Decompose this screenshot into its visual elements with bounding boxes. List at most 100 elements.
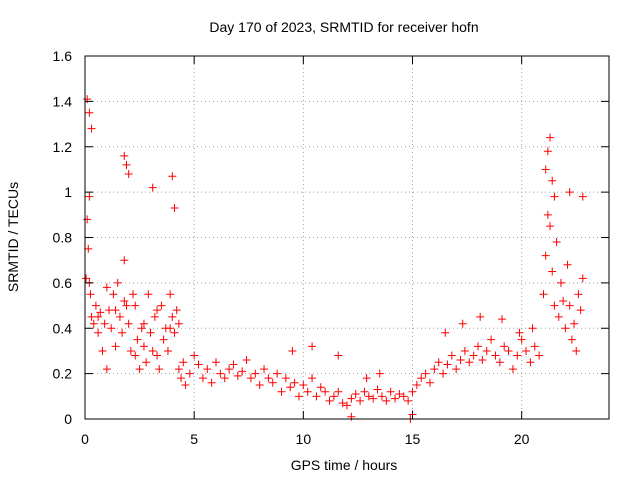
- data-point: [458, 319, 467, 328]
- data-point: [85, 108, 94, 117]
- data-point: [325, 396, 334, 405]
- data-point: [238, 367, 247, 376]
- data-point: [500, 342, 509, 351]
- data-point: [556, 278, 565, 287]
- data-point: [168, 312, 177, 321]
- data-point: [517, 335, 526, 344]
- data-point: [491, 351, 500, 360]
- data-point: [508, 365, 517, 374]
- data-point: [286, 383, 295, 392]
- data-point: [351, 390, 360, 399]
- data-point: [548, 176, 557, 185]
- x-tick-label: 15: [405, 431, 421, 447]
- data-point: [91, 301, 100, 310]
- data-point: [233, 371, 242, 380]
- data-point: [85, 192, 94, 201]
- data-point: [179, 358, 188, 367]
- data-point: [299, 380, 308, 389]
- data-point: [513, 351, 522, 360]
- data-point: [576, 306, 585, 315]
- data-point: [460, 346, 469, 355]
- data-point: [495, 358, 504, 367]
- data-point: [131, 301, 140, 310]
- data-point: [84, 244, 93, 253]
- data-point: [139, 319, 148, 328]
- data-point: [570, 319, 579, 328]
- x-tick-label: 20: [514, 431, 530, 447]
- data-point: [111, 342, 120, 351]
- data-point: [565, 188, 574, 197]
- data-point: [338, 399, 347, 408]
- data-point: [476, 312, 485, 321]
- data-point: [421, 369, 430, 378]
- data-point: [543, 147, 552, 156]
- data-point: [122, 301, 131, 310]
- data-point: [550, 192, 559, 201]
- data-point: [281, 374, 290, 383]
- data-point: [120, 256, 129, 265]
- data-point: [131, 351, 140, 360]
- data-point: [546, 222, 555, 231]
- data-point: [251, 369, 260, 378]
- data-point: [268, 378, 277, 387]
- data-point: [137, 324, 146, 333]
- y-tick-label: 1.4: [53, 93, 73, 109]
- data-point: [356, 396, 365, 405]
- data-point: [198, 374, 207, 383]
- data-point: [535, 351, 544, 360]
- data-point: [408, 387, 417, 396]
- data-point: [465, 358, 474, 367]
- data-point: [159, 335, 168, 344]
- data-point: [360, 387, 369, 396]
- data-point: [316, 383, 325, 392]
- data-point: [362, 374, 371, 383]
- data-point: [246, 374, 255, 383]
- x-tick-label: 5: [190, 431, 198, 447]
- data-point: [567, 335, 576, 344]
- data-point: [194, 360, 203, 369]
- y-tick-label: 0: [64, 411, 72, 427]
- data-point: [334, 351, 343, 360]
- data-point: [369, 394, 378, 403]
- data-point: [174, 319, 183, 328]
- data-point: [561, 324, 570, 333]
- data-point: [395, 390, 404, 399]
- data-point: [87, 124, 96, 133]
- data-point: [115, 312, 124, 321]
- data-point: [412, 380, 421, 389]
- x-tick-label: 10: [296, 431, 312, 447]
- data-point: [504, 346, 513, 355]
- data-point: [260, 365, 269, 374]
- data-point: [111, 306, 120, 315]
- data-point: [364, 392, 373, 401]
- data-point: [109, 290, 118, 299]
- data-point: [273, 369, 282, 378]
- data-point: [303, 387, 312, 396]
- data-point: [430, 365, 439, 374]
- data-point: [118, 328, 127, 337]
- data-point: [474, 342, 482, 351]
- data-point: [203, 365, 212, 374]
- data-point: [343, 401, 351, 410]
- data-point: [133, 335, 142, 344]
- data-point: [94, 328, 103, 337]
- data-point: [377, 392, 386, 401]
- data-point: [574, 290, 583, 299]
- data-point: [452, 365, 461, 374]
- data-point: [441, 328, 450, 337]
- data-point: [89, 319, 98, 328]
- data-point: [168, 172, 177, 181]
- data-point: [155, 365, 164, 374]
- data-point: [100, 319, 109, 328]
- data-point: [308, 342, 317, 351]
- data-point: [120, 151, 129, 160]
- data-point: [120, 297, 129, 306]
- data-point: [515, 328, 524, 337]
- data-point: [541, 165, 550, 174]
- data-point: [107, 324, 116, 333]
- data-point: [229, 360, 238, 369]
- data-point: [373, 385, 382, 394]
- data-point: [163, 346, 172, 355]
- data-point: [124, 319, 133, 328]
